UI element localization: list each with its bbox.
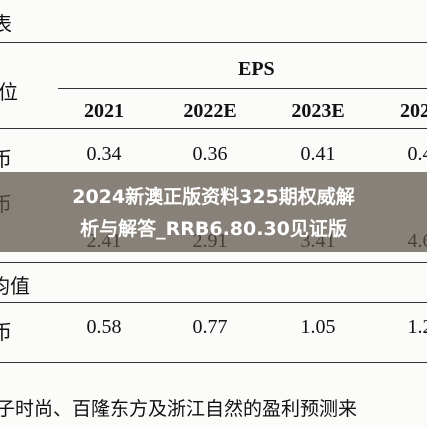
cell: 1.2 (407, 316, 427, 338)
rule (0, 262, 427, 263)
cell: 0.4 (407, 143, 427, 165)
title-overlay: 2024新澳正版资料325期权威解 析与解答_RRB6.80.30见证版 (0, 172, 427, 252)
cell: 0.41 (300, 143, 336, 165)
cell: 0.34 (86, 143, 122, 165)
group-header: EPS (238, 58, 275, 80)
corner-text: 表 (0, 14, 12, 36)
rule (0, 42, 427, 43)
column-header: 2024 (400, 100, 427, 122)
row-label: 币 (0, 322, 12, 344)
column-header: 2023E (291, 100, 345, 122)
cell: 1.05 (300, 316, 336, 338)
rule (0, 302, 427, 303)
unit-label: 位 (0, 82, 18, 104)
column-header: 2021 (84, 100, 124, 122)
cell: 0.36 (192, 143, 228, 165)
footnote: 子时尚、百隆东方及浙江自然的盈利预测来 (0, 399, 358, 420)
cell: 0.77 (192, 316, 228, 338)
rule (58, 88, 427, 89)
overlay-line: 析与解答_RRB6.80.30见证版 (80, 218, 347, 240)
cell: 0.58 (86, 316, 122, 338)
row-label: 均值 (0, 276, 30, 298)
rule (0, 362, 427, 363)
column-header: 2022E (183, 100, 237, 122)
rule (0, 128, 427, 129)
row-label: 币 (0, 149, 12, 171)
overlay-line: 2024新澳正版资料325期权威解 (72, 186, 355, 208)
